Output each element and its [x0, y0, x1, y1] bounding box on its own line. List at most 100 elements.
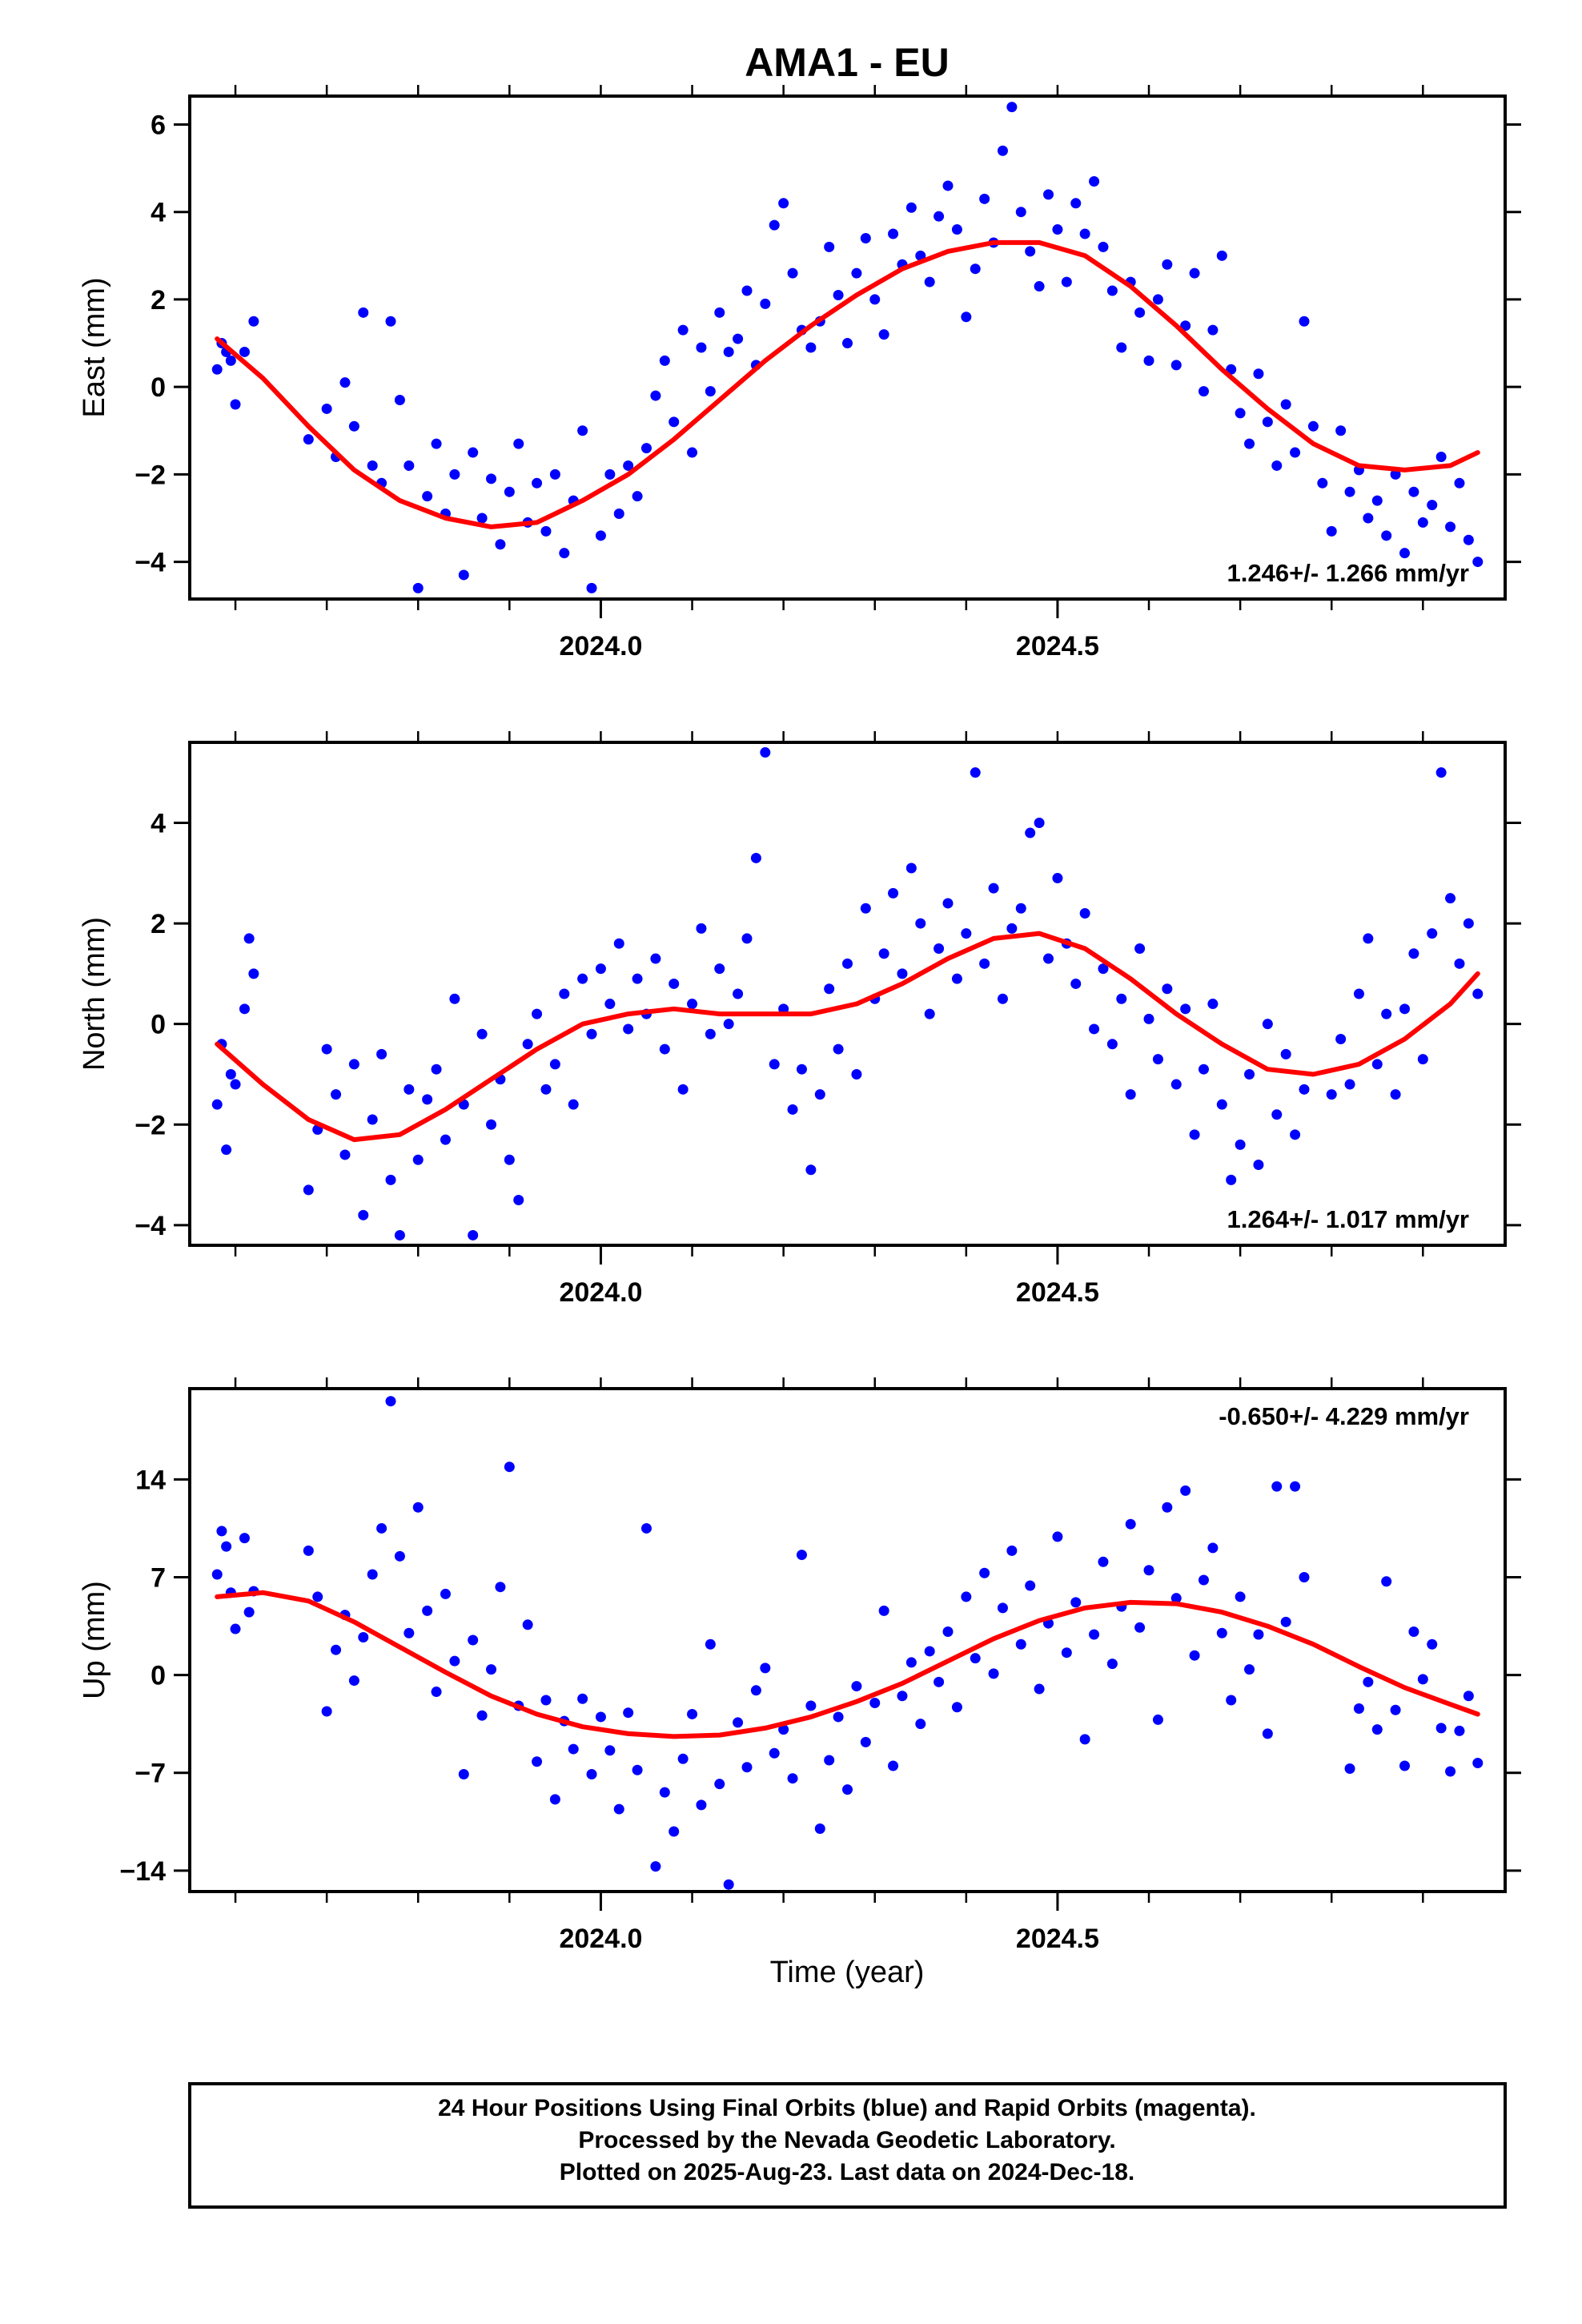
data-point: [1280, 1616, 1291, 1627]
data-point: [376, 1048, 387, 1059]
panel-2: 2024.0 2024.5 −4 −2 0 2 4 North (mm) 1.264+/- 1.…: [78, 731, 1521, 1308]
data-point: [961, 1591, 972, 1602]
data-point: [888, 228, 899, 239]
data-point: [705, 1028, 716, 1039]
data-point: [796, 1550, 807, 1561]
data-point: [778, 1724, 789, 1735]
data-point: [632, 973, 643, 984]
data-point: [458, 569, 469, 581]
data-point: [532, 1008, 543, 1019]
data-point: [714, 1779, 725, 1790]
data-point: [733, 988, 744, 999]
data-point: [1445, 893, 1456, 904]
y-tick-label: −4: [135, 548, 166, 578]
y-tick-label: −2: [135, 460, 166, 490]
data-point: [1079, 1734, 1090, 1745]
data-point: [1371, 1059, 1383, 1070]
data-point: [504, 1462, 515, 1473]
data-point: [412, 1154, 424, 1165]
fit-curve: [215, 239, 1480, 529]
data-point: [961, 928, 972, 939]
data-point: [988, 883, 999, 894]
data-point: [1381, 1008, 1392, 1019]
footer-line-2: Processed by the Nevada Geodetic Laborat…: [578, 2127, 1115, 2153]
data-point: [312, 1591, 323, 1602]
data-point: [888, 887, 899, 899]
data-point: [1463, 1691, 1474, 1702]
data-point: [1399, 1760, 1410, 1771]
data-point: [1226, 1695, 1237, 1706]
data-point: [243, 933, 255, 944]
data-point: [595, 1711, 606, 1723]
data-point: [677, 1084, 689, 1095]
data-point: [1198, 1063, 1209, 1075]
data-point: [705, 1638, 716, 1650]
data-point: [239, 1533, 250, 1544]
data-point: [869, 294, 881, 305]
data-point: [1034, 817, 1045, 828]
data-point: [705, 386, 716, 397]
data-point: [431, 1063, 442, 1075]
data-point: [942, 180, 954, 191]
data-point: [1307, 420, 1319, 432]
data-point: [970, 263, 981, 275]
data-point: [586, 582, 597, 593]
data-point: [1170, 1079, 1182, 1090]
data-point: [321, 403, 332, 414]
data-point: [1025, 1580, 1036, 1591]
data-point: [495, 1582, 506, 1593]
data-point: [1326, 525, 1337, 537]
data-point: [216, 1526, 227, 1537]
data-point: [824, 241, 835, 252]
data-point: [1290, 1481, 1301, 1492]
data-point: [934, 943, 945, 954]
data-point: [951, 973, 962, 984]
data-point: [321, 1043, 332, 1055]
data-point: [1015, 207, 1026, 218]
data-point: [696, 1799, 707, 1811]
data-point: [1089, 1023, 1100, 1035]
data-point: [750, 1685, 761, 1696]
data-point: [1106, 1039, 1118, 1050]
data-point: [1134, 943, 1146, 954]
data-point: [1070, 1597, 1082, 1608]
data-point: [878, 948, 889, 959]
data-point: [449, 468, 460, 480]
data-point: [1089, 175, 1100, 187]
data-point: [1344, 1079, 1355, 1090]
data-point: [385, 316, 396, 327]
data-point: [1408, 948, 1419, 959]
data-point: [1253, 368, 1264, 380]
data-point: [331, 1644, 342, 1655]
data-point: [348, 420, 359, 432]
data-point: [1353, 988, 1364, 999]
data-point: [934, 211, 945, 222]
data-point: [331, 1089, 342, 1100]
data-point: [1034, 1683, 1045, 1695]
data-point: [239, 1003, 250, 1015]
y-axis-label: Up (mm): [78, 1581, 111, 1699]
data-point: [1162, 259, 1173, 270]
data-point: [750, 852, 761, 863]
data-point: [1244, 1664, 1255, 1675]
rate-label: 1.264+/- 1.017 mm/yr: [1227, 1205, 1469, 1233]
data-point: [942, 898, 954, 909]
rate-label: -0.650+/- 4.229 mm/yr: [1219, 1402, 1469, 1430]
y-tick-label: −7: [135, 1759, 166, 1789]
data-point: [248, 316, 259, 327]
data-point: [303, 434, 314, 445]
footer-line-1: 24 Hour Positions Using Final Orbits (bl…: [438, 2095, 1256, 2121]
y-tick-label: 0: [151, 372, 166, 403]
data-point: [997, 993, 1008, 1004]
data-point: [404, 460, 415, 471]
data-point: [760, 298, 771, 309]
data-point: [659, 355, 670, 366]
data-point: [1271, 1481, 1283, 1492]
panels: 2024.0 2024.5 −4 −2 0 2 4 6 East (mm) 1.246+/- 1.…: [78, 85, 1521, 1954]
data-point: [440, 1588, 451, 1599]
data-point: [404, 1084, 415, 1095]
data-point: [951, 1702, 962, 1713]
data-point: [1070, 198, 1082, 209]
data-point: [422, 491, 433, 502]
data-point: [230, 1623, 241, 1634]
